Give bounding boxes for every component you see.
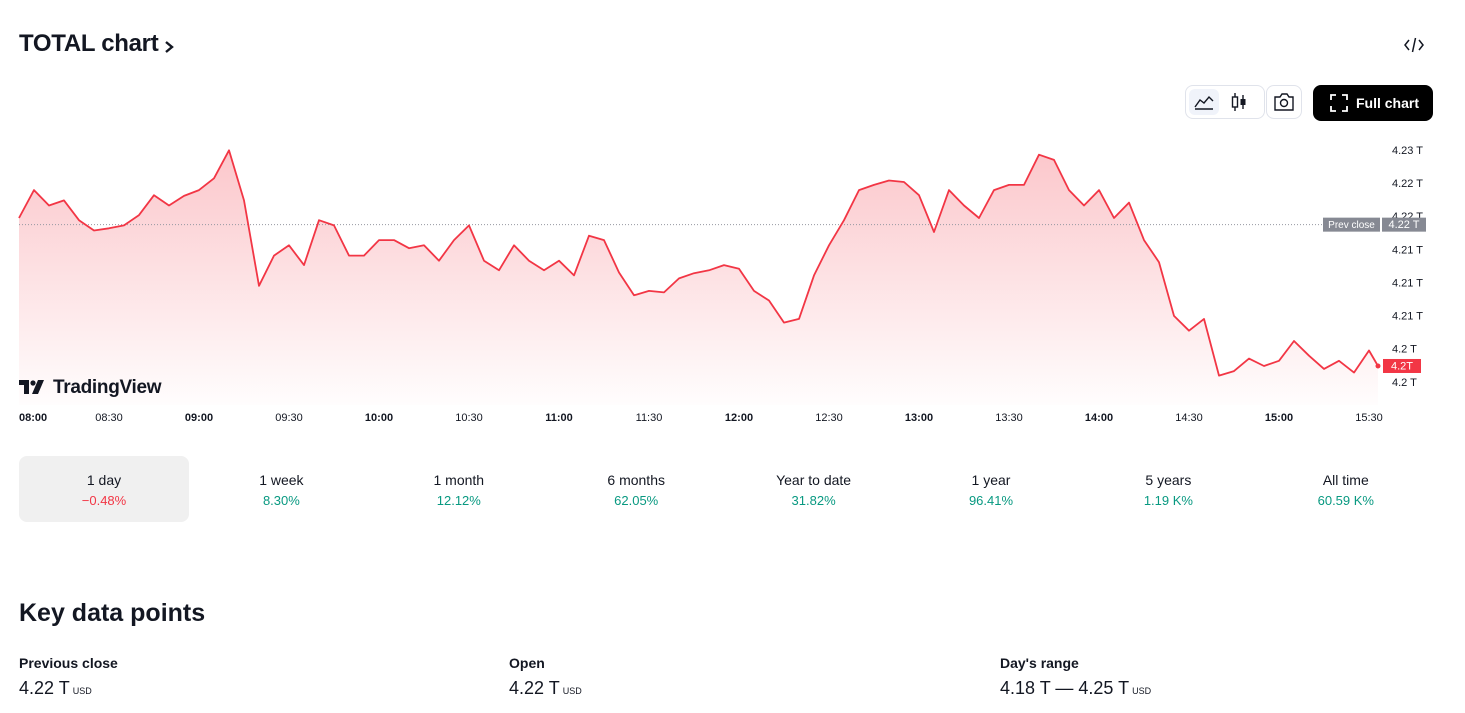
price-line: [18, 149, 1379, 377]
y-tick-label: 4.2 T: [1392, 344, 1417, 356]
x-tick-label: 13:30: [995, 412, 1023, 424]
period-label: 6 months: [607, 472, 665, 488]
period-label: All time: [1322, 472, 1369, 488]
period-tab[interactable]: 1 year 96.41%: [906, 456, 1076, 522]
expand-icon: [1330, 94, 1348, 112]
x-tick-label: 09:30: [275, 412, 303, 424]
x-tick-label: 15:00: [1265, 412, 1293, 424]
page-title[interactable]: TOTAL chart: [19, 30, 159, 57]
camera-icon: [1274, 93, 1294, 111]
period-change: 60.59 K%: [1317, 493, 1374, 508]
y-tick-label: 4.2 T: [1392, 377, 1417, 389]
period-tab[interactable]: 1 week 8.30%: [196, 456, 366, 522]
chart-style-toggle: [1185, 85, 1265, 119]
y-tick-label: 4.21 T: [1392, 244, 1423, 256]
y-tick-label: 4.22 T: [1392, 178, 1423, 190]
x-tick-label: 08:00: [19, 412, 47, 424]
x-tick-label: 10:00: [365, 412, 393, 424]
line-style-button[interactable]: [1189, 89, 1219, 115]
last-price-badge: [1383, 358, 1421, 373]
embed-icon[interactable]: [1403, 34, 1425, 56]
brand-name: TradingView: [53, 377, 162, 398]
y-tick-label: 4.21 T: [1392, 311, 1423, 323]
prev-close-badge: [1323, 217, 1380, 232]
x-tick-label: 08:30: [95, 412, 123, 424]
period-label: Year to date: [776, 472, 852, 488]
period-change: 12.12%: [436, 493, 481, 508]
full-chart-button[interactable]: Full chart: [1313, 85, 1433, 121]
y-tick-label: 4.23 T: [1392, 145, 1423, 157]
period-tab[interactable]: 1 day −0.48%: [19, 456, 189, 522]
brand-logo: [19, 380, 44, 394]
period-change: 31.82%: [791, 493, 836, 508]
period-label: 5 years: [1145, 472, 1192, 488]
key-data-number: 4.22 T: [19, 678, 70, 698]
period-label: 1 year: [971, 472, 1011, 488]
last-price-label: 4.2T: [1391, 360, 1413, 372]
period-change: 8.30%: [262, 493, 300, 508]
key-data-value: 4.22 T USD: [19, 678, 92, 699]
key-data-value: 4.22 T USD: [509, 678, 582, 699]
x-tick-label: 12:30: [815, 412, 843, 424]
period-tab[interactable]: 5 years 1.19 K%: [1083, 456, 1253, 522]
x-tick-label: 11:00: [545, 412, 573, 424]
period-change: 96.41%: [968, 493, 1014, 508]
period-label: 1 month: [433, 472, 485, 488]
last-point: [1375, 363, 1381, 369]
period-tab[interactable]: 6 months 62.05%: [551, 456, 721, 522]
period-tab[interactable]: All time 60.59 K%: [1261, 456, 1431, 522]
key-data-label: Previous close: [19, 655, 118, 671]
x-tick-label: 13:00: [905, 412, 933, 424]
key-data-unit: USD: [72, 686, 92, 696]
section-title: Key data points: [19, 599, 206, 627]
key-data-label: Open: [509, 655, 545, 671]
period-label: 1 week: [259, 472, 304, 488]
x-tick-label: 12:00: [725, 412, 753, 424]
chart: 4.23 T 4.22 T 4.22 T 4.21 T 4.21 T 4.21 T 4.2 …: [18, 145, 1426, 424]
key-data-value: 4.18 T — 4.25 T USD: [1000, 678, 1151, 699]
prev-close-value: 4.22 T: [1389, 219, 1420, 231]
y-tick-label: 4.21 T: [1392, 277, 1423, 289]
x-tick-label: 14:00: [1085, 412, 1113, 424]
period-label: 1 day: [86, 472, 122, 488]
period-tab[interactable]: Year to date 31.82%: [729, 456, 899, 522]
key-data-number: 4.22 T: [509, 678, 560, 698]
prev-close-name: Prev close: [1328, 220, 1375, 231]
period-change: −0.48%: [81, 493, 127, 508]
x-tick-label: 10:30: [455, 412, 483, 424]
x-tick-label: 15:30: [1355, 412, 1383, 424]
x-tick-label: 11:30: [636, 412, 663, 424]
chevron-icon[interactable]: [163, 40, 175, 54]
area: [19, 150, 1378, 405]
x-tick-label: 14:30: [1175, 412, 1203, 424]
prev-close-value-badge: [1382, 217, 1426, 232]
key-data-unit: USD: [1132, 686, 1152, 696]
candle-style-button[interactable]: [1224, 89, 1254, 115]
period-tab[interactable]: 1 month 12.12%: [374, 456, 544, 522]
candle-icon: [1231, 93, 1246, 111]
line-icon: [1194, 95, 1214, 110]
key-data-label: Day's range: [1000, 655, 1079, 671]
key-data-number: 4.18 T — 4.25 T: [1000, 678, 1130, 698]
period-change: 62.05%: [614, 493, 659, 508]
full-chart-label: Full chart: [1356, 95, 1420, 111]
x-tick-label: 09:00: [185, 412, 213, 424]
period-change: 1.19 K%: [1143, 493, 1193, 508]
snapshot-button[interactable]: [1266, 85, 1302, 119]
key-data-unit: USD: [562, 686, 582, 696]
